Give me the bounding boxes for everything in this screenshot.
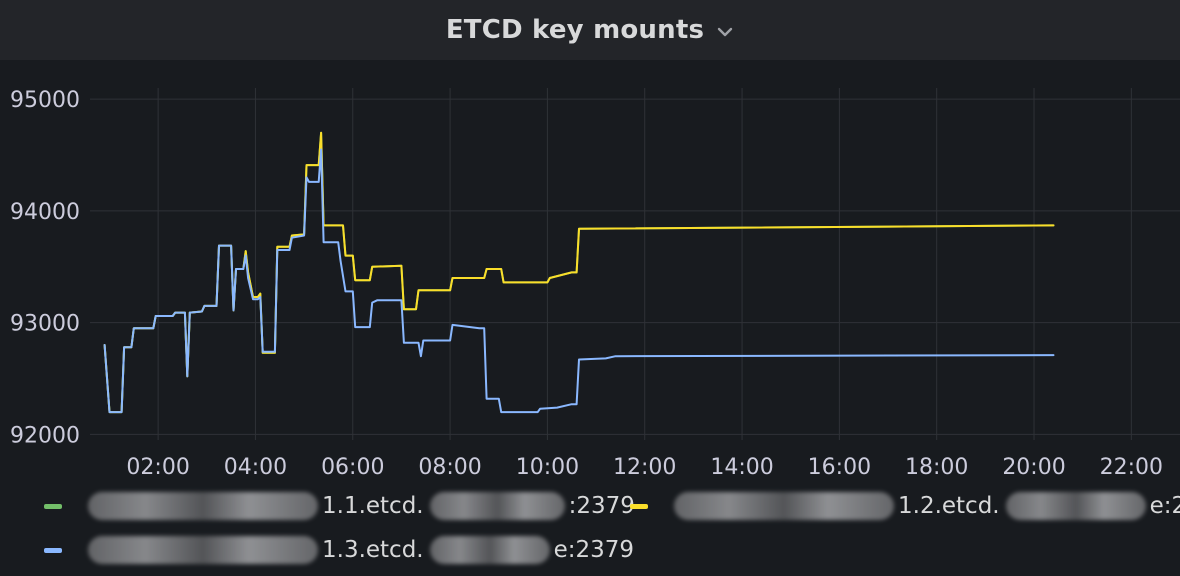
line-chart: 95000 94000 93000 92000 02:00 04:00 06:00 08:0… xyxy=(10,88,1180,480)
panel-title[interactable]: ETCD key mounts xyxy=(445,15,705,45)
y-tick-label: 92000 xyxy=(10,423,80,448)
y-axis: 95000 94000 93000 92000 xyxy=(10,88,80,448)
legend-suffix-series-1: :2379 xyxy=(568,493,635,519)
legend-label-series-3: 1.3.etcd. xyxy=(322,537,424,563)
series-lines xyxy=(103,131,1055,414)
panel-header[interactable]: ETCD key mounts xyxy=(0,0,1180,60)
redacted-blur xyxy=(1005,492,1146,520)
legend-suffix-series-2: e:2379 xyxy=(1149,493,1180,519)
x-tick-label: 10:00 xyxy=(516,455,579,480)
redacted-blur xyxy=(88,492,318,520)
legend-swatch-series-3 xyxy=(44,547,62,553)
legend-label-series-1: 1.1.etcd. xyxy=(322,493,424,519)
redacted-blur xyxy=(674,492,894,520)
y-tick-label: 95000 xyxy=(10,88,80,113)
x-tick-label: 16:00 xyxy=(808,455,871,480)
legend-label-series-2: 1.2.etcd. xyxy=(898,493,1000,519)
legend-swatch-series-1 xyxy=(44,503,62,509)
x-tick-label: 08:00 xyxy=(418,455,481,480)
x-tick-label: 20:00 xyxy=(1002,455,1065,480)
x-tick-label: 02:00 xyxy=(126,455,189,480)
legend-item-series-2[interactable]: 1.2.etcd. e:2379 xyxy=(630,486,1180,526)
x-tick-label: 22:00 xyxy=(1100,455,1163,480)
x-axis: 02:00 04:00 06:00 08:00 10:00 12:00 14:00 16:00… xyxy=(126,455,1163,480)
legend-swatch-series-2 xyxy=(630,503,648,509)
x-tick-label: 12:00 xyxy=(613,455,676,480)
series-line-3[interactable] xyxy=(103,148,1055,414)
x-tick-label: 04:00 xyxy=(224,455,287,480)
legend-item-series-3[interactable]: 1.3.etcd. e:2379 xyxy=(44,530,634,570)
x-tick-label: 06:00 xyxy=(321,455,384,480)
y-tick-label: 94000 xyxy=(10,200,80,225)
legend: 1.1.etcd. :2379 1.2.etcd. e:2379 1.3.etc… xyxy=(0,484,1180,576)
chevron-down-icon[interactable] xyxy=(716,26,734,38)
redacted-blur xyxy=(429,492,565,520)
redacted-blur xyxy=(88,536,318,564)
redacted-blur xyxy=(429,536,550,564)
x-tick-label: 14:00 xyxy=(710,455,773,480)
y-tick-label: 93000 xyxy=(10,312,80,337)
legend-suffix-series-3: e:2379 xyxy=(553,537,635,563)
legend-item-series-1[interactable]: 1.1.etcd. :2379 xyxy=(44,486,635,526)
x-tick-label: 18:00 xyxy=(905,455,968,480)
grid xyxy=(90,88,1180,440)
